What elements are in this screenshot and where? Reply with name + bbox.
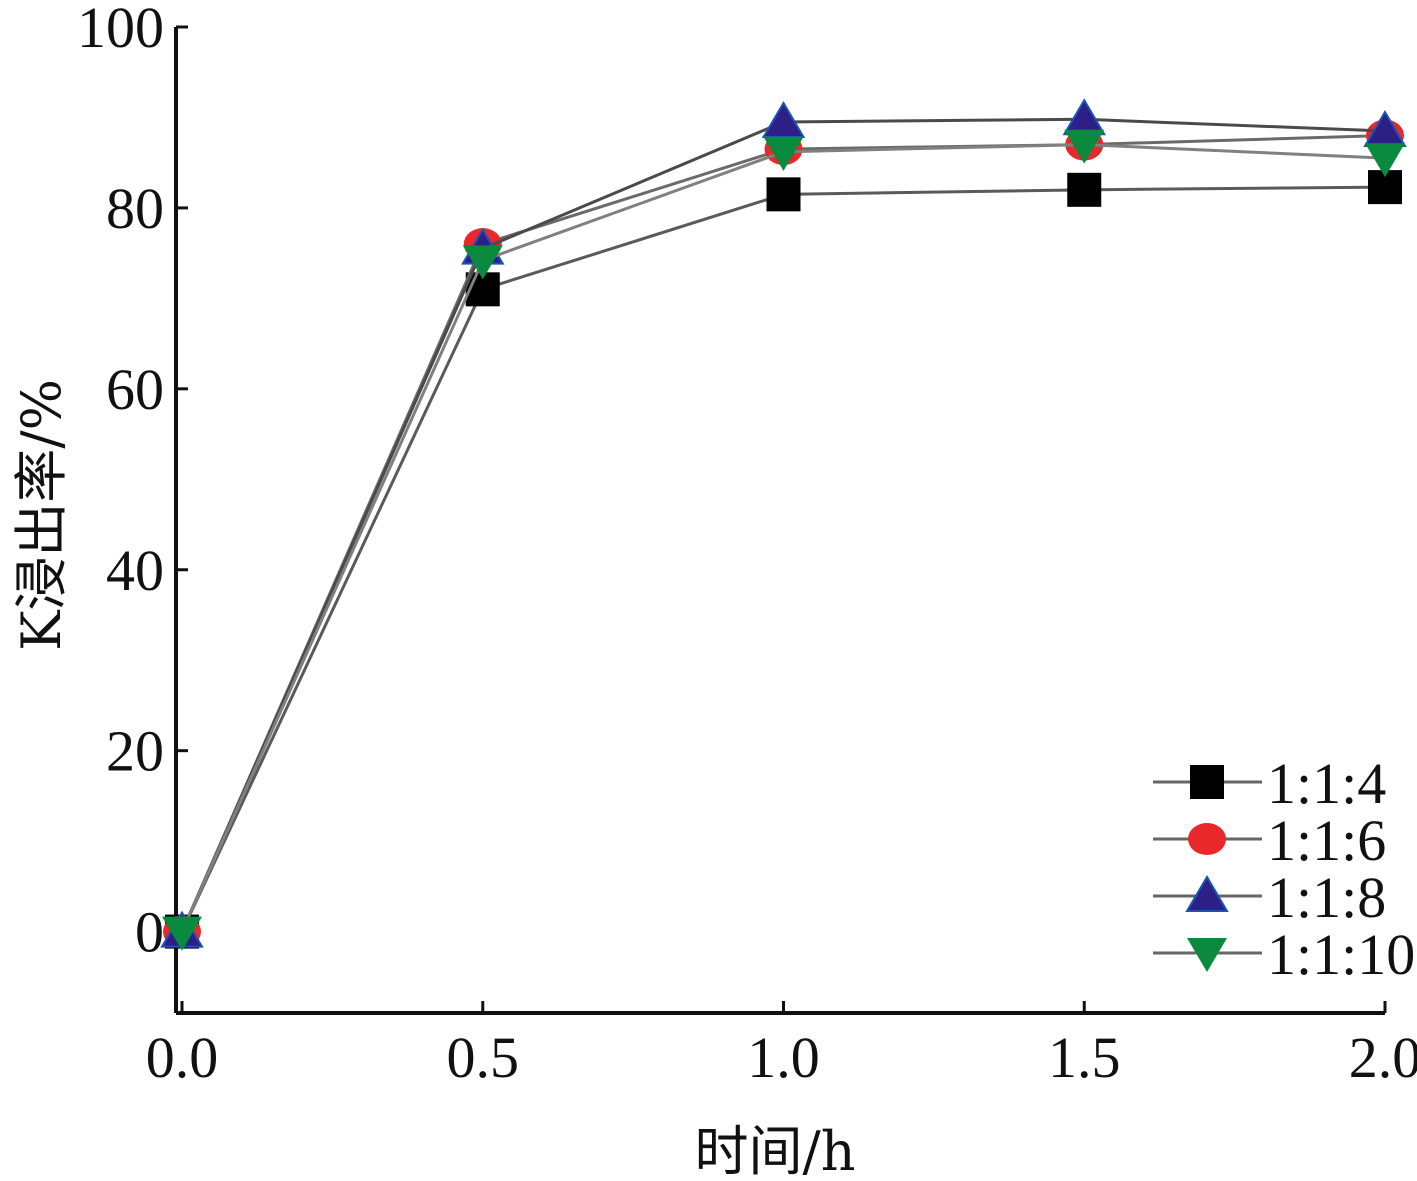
series-layer [160, 98, 1407, 951]
x-tick-label: 1.0 [747, 1025, 820, 1090]
y-axis-title: K浸出率/% [10, 379, 73, 651]
y-tick-label: 80 [106, 176, 164, 241]
legend-label: 1:1:10 [1267, 922, 1415, 987]
x-tick-label: 2.0 [1349, 1025, 1417, 1090]
axes [174, 27, 1385, 1015]
data-point [1365, 143, 1405, 178]
legend-label: 1:1:4 [1267, 751, 1386, 816]
x-tick-label: 0.0 [146, 1025, 219, 1090]
data-point [766, 177, 801, 212]
x-axis-title: 时间/h [695, 1120, 856, 1181]
legend-marker [1187, 938, 1227, 972]
data-point [1064, 129, 1105, 164]
series-2 [163, 119, 1404, 948]
y-tick-label: 40 [106, 538, 164, 603]
series-line [180, 134, 1386, 933]
data-point [761, 101, 806, 138]
legend-item: 1:1:10 [1153, 922, 1415, 987]
y-tick-label: 20 [106, 719, 164, 784]
legend-label: 1:1:8 [1267, 865, 1386, 930]
legend-item: 1:1:6 [1153, 808, 1386, 873]
legend: 1:1:41:1:61:1:81:1:10 [1153, 751, 1415, 987]
x-tick-label: 1.5 [1048, 1025, 1121, 1090]
data-point [462, 245, 503, 280]
series-4 [162, 129, 1405, 951]
legend-item: 1:1:4 [1153, 751, 1386, 816]
legend-marker [1190, 765, 1224, 799]
x-tick-label: 0.5 [447, 1025, 520, 1090]
series-line [180, 185, 1386, 933]
series-3 [160, 98, 1407, 948]
data-point [162, 916, 203, 951]
data-point [763, 136, 804, 171]
y-tick-label: 60 [106, 357, 164, 422]
y-tick-label: 100 [77, 0, 164, 60]
data-point [1062, 98, 1107, 136]
legend-marker [1188, 823, 1226, 855]
series-line [180, 143, 1386, 933]
y-tick-label: 0 [135, 900, 164, 965]
legend-marker [1185, 875, 1229, 912]
legend-item: 1:1:8 [1153, 865, 1386, 930]
ticks: 0.0 0.5 1.0 1.5 2.0 0 20 40 60 80 100 [77, 0, 1417, 1090]
legend-label: 1:1:6 [1267, 808, 1386, 873]
data-point [1067, 172, 1102, 207]
